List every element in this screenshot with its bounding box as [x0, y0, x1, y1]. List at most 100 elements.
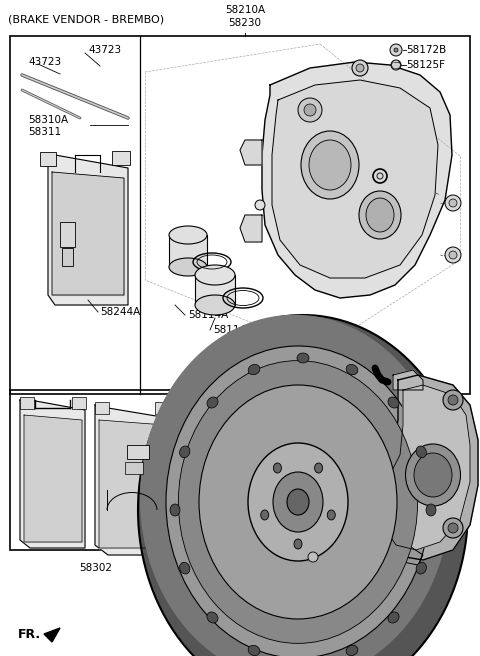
- Bar: [10, 36, 470, 394]
- Ellipse shape: [261, 510, 269, 520]
- Text: 58172B: 58172B: [406, 45, 446, 55]
- Polygon shape: [240, 140, 262, 165]
- Polygon shape: [262, 62, 452, 298]
- Text: 58230: 58230: [228, 18, 262, 28]
- Text: FR.: FR.: [18, 628, 41, 640]
- Text: 58125C: 58125C: [315, 167, 356, 177]
- Text: 1220FS: 1220FS: [328, 605, 367, 615]
- Bar: [315, 596, 333, 604]
- Ellipse shape: [366, 198, 394, 232]
- Ellipse shape: [314, 463, 323, 473]
- Circle shape: [308, 552, 318, 562]
- Bar: [62, 248, 73, 266]
- Circle shape: [445, 247, 461, 263]
- Text: 58114A: 58114A: [213, 325, 253, 335]
- Circle shape: [308, 403, 318, 413]
- Bar: [40, 152, 56, 166]
- Ellipse shape: [180, 562, 190, 574]
- Circle shape: [356, 64, 364, 72]
- Text: 58210A: 58210A: [225, 5, 265, 15]
- Polygon shape: [95, 405, 168, 555]
- Circle shape: [318, 587, 328, 597]
- Ellipse shape: [140, 315, 450, 656]
- Ellipse shape: [180, 446, 190, 458]
- Ellipse shape: [301, 131, 359, 199]
- Ellipse shape: [207, 397, 218, 408]
- Text: 58302: 58302: [80, 563, 112, 573]
- Circle shape: [449, 199, 457, 207]
- Circle shape: [394, 48, 398, 52]
- Circle shape: [449, 251, 457, 259]
- Ellipse shape: [273, 472, 323, 532]
- Bar: [155, 402, 169, 414]
- Ellipse shape: [207, 612, 218, 623]
- Ellipse shape: [138, 315, 468, 656]
- Circle shape: [445, 195, 461, 211]
- Text: 58151C: 58151C: [272, 375, 312, 385]
- Polygon shape: [383, 385, 470, 550]
- Circle shape: [443, 518, 463, 538]
- Bar: [127, 445, 149, 459]
- Polygon shape: [240, 215, 262, 242]
- Text: 58311: 58311: [28, 127, 61, 137]
- Bar: [72, 397, 86, 409]
- Ellipse shape: [166, 346, 430, 656]
- Circle shape: [352, 60, 368, 76]
- Polygon shape: [48, 155, 128, 305]
- Ellipse shape: [170, 504, 180, 516]
- Polygon shape: [373, 375, 478, 560]
- Circle shape: [391, 60, 401, 70]
- Text: 43723: 43723: [88, 45, 121, 55]
- Ellipse shape: [327, 510, 336, 520]
- Polygon shape: [44, 628, 60, 642]
- Text: 1067AM: 1067AM: [227, 602, 269, 612]
- Bar: [95, 402, 109, 414]
- Circle shape: [448, 523, 458, 533]
- Ellipse shape: [414, 453, 452, 497]
- Bar: [20, 397, 34, 409]
- Ellipse shape: [248, 365, 260, 375]
- Text: 1351JD: 1351JD: [315, 390, 352, 400]
- Ellipse shape: [426, 504, 436, 516]
- Ellipse shape: [416, 446, 426, 458]
- Bar: [112, 151, 130, 165]
- Ellipse shape: [169, 258, 207, 276]
- Ellipse shape: [416, 562, 426, 574]
- Bar: [305, 414, 321, 421]
- Text: 58310A: 58310A: [28, 115, 68, 125]
- Circle shape: [304, 104, 316, 116]
- Ellipse shape: [309, 140, 351, 190]
- Ellipse shape: [195, 265, 235, 285]
- Text: (BRAKE VENDOR - BREMBO): (BRAKE VENDOR - BREMBO): [8, 14, 164, 24]
- Ellipse shape: [248, 646, 260, 655]
- Bar: [60, 222, 75, 247]
- Ellipse shape: [406, 444, 460, 506]
- Polygon shape: [272, 80, 438, 278]
- Text: 58125F: 58125F: [406, 60, 445, 70]
- Circle shape: [443, 390, 463, 410]
- Circle shape: [390, 44, 402, 56]
- Bar: [10, 390, 182, 550]
- Ellipse shape: [179, 361, 418, 644]
- Ellipse shape: [359, 191, 401, 239]
- Polygon shape: [393, 540, 423, 565]
- Ellipse shape: [248, 443, 348, 561]
- Ellipse shape: [388, 612, 399, 623]
- Polygon shape: [99, 420, 165, 548]
- Polygon shape: [52, 172, 124, 295]
- Ellipse shape: [274, 463, 281, 473]
- Polygon shape: [24, 415, 82, 542]
- Bar: [169, 235, 207, 267]
- Bar: [125, 462, 143, 474]
- Polygon shape: [20, 400, 85, 548]
- Ellipse shape: [346, 646, 358, 655]
- Circle shape: [249, 587, 261, 599]
- Circle shape: [298, 98, 322, 122]
- Ellipse shape: [169, 226, 207, 244]
- Ellipse shape: [199, 385, 397, 619]
- Ellipse shape: [287, 489, 309, 515]
- Text: 58244A: 58244A: [100, 307, 140, 317]
- Ellipse shape: [294, 539, 302, 549]
- Text: 58114A: 58114A: [188, 310, 228, 320]
- Circle shape: [448, 395, 458, 405]
